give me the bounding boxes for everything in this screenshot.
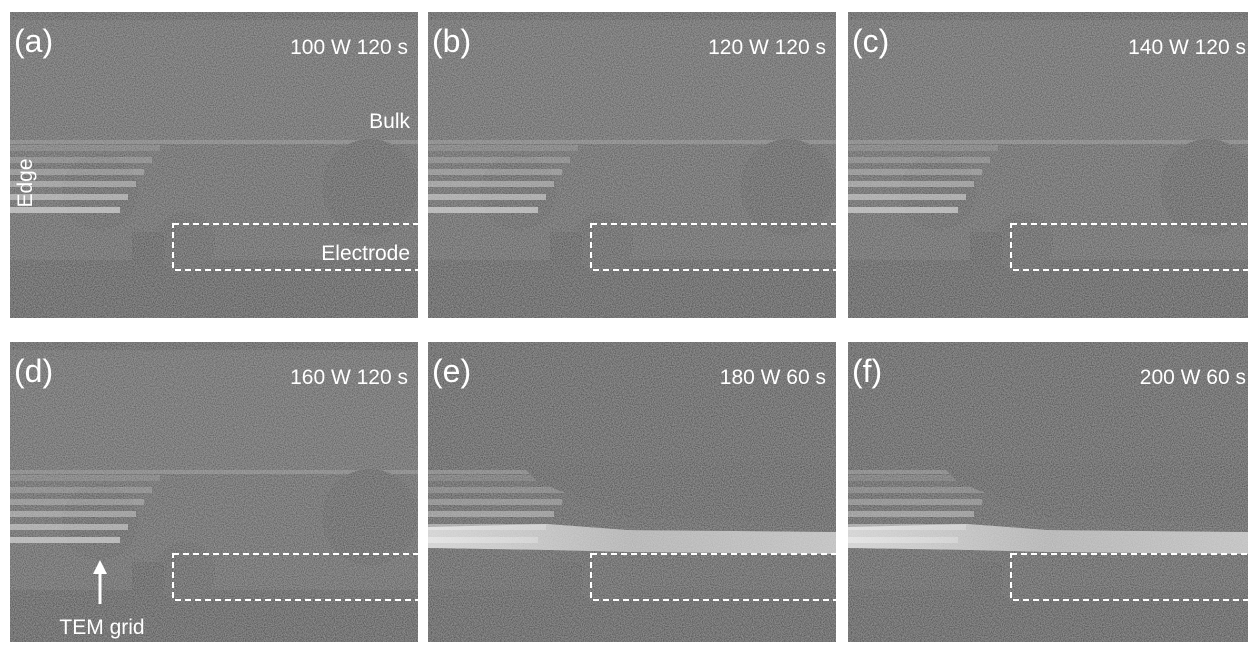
fringe bbox=[10, 537, 120, 543]
top-strip bbox=[848, 12, 1248, 20]
fringe bbox=[10, 475, 160, 481]
panel: (a) 100 W 120 s bbox=[10, 12, 419, 318]
panel-label: (c) bbox=[852, 23, 889, 59]
fringe bbox=[428, 157, 570, 163]
dark-square bbox=[550, 562, 582, 592]
fringe bbox=[10, 499, 144, 505]
fringe bbox=[848, 145, 998, 151]
panel: (c) 140 W 120 s bbox=[848, 12, 1248, 318]
upper-region bbox=[848, 12, 1248, 140]
dark-square bbox=[132, 562, 164, 592]
lower-band bbox=[848, 590, 1248, 642]
bulk-label: Bulk bbox=[369, 110, 410, 133]
upper-region bbox=[10, 342, 418, 470]
dark-square bbox=[550, 232, 582, 262]
figure: (a) 100 W 120 s (b) 120 W 120 s (c) 140 W 120… bbox=[0, 0, 1248, 642]
fringe bbox=[10, 511, 136, 517]
electrode-label: Electrode bbox=[321, 242, 410, 265]
dark-disc bbox=[740, 139, 836, 235]
fringe bbox=[10, 487, 152, 493]
lower-band bbox=[10, 260, 418, 318]
fringe bbox=[10, 524, 128, 530]
dark-disc bbox=[62, 484, 138, 560]
panel-label: (b) bbox=[432, 23, 471, 59]
panel-condition: 120 W 120 s bbox=[708, 36, 826, 59]
panel-condition: 140 W 120 s bbox=[1128, 36, 1246, 59]
fringe bbox=[848, 181, 974, 187]
dark-square bbox=[132, 232, 164, 262]
fringe bbox=[848, 511, 974, 517]
fringe bbox=[848, 499, 982, 505]
top-strip bbox=[10, 12, 418, 20]
upper-region bbox=[10, 12, 418, 140]
upper-region bbox=[428, 12, 836, 140]
panel: (f) 200 W 60 s bbox=[848, 342, 1248, 642]
fringe bbox=[428, 169, 562, 175]
panel: (e) 180 W 60 s bbox=[428, 342, 837, 642]
page: (a) 100 W 120 s (b) 120 W 120 s (c) 140 W 120… bbox=[0, 0, 1248, 642]
fringe bbox=[428, 181, 554, 187]
lower-band bbox=[848, 260, 1248, 318]
panel-label: (e) bbox=[432, 353, 471, 389]
panel-label: (f) bbox=[852, 353, 882, 389]
edge-label: Edge bbox=[14, 158, 37, 207]
panel: (d) 160 W 120 s bbox=[10, 342, 419, 642]
fringe bbox=[848, 169, 982, 175]
dark-disc bbox=[900, 154, 976, 230]
dark-disc bbox=[322, 469, 418, 565]
dark-square bbox=[970, 562, 1002, 592]
fringe bbox=[848, 194, 966, 200]
tem-grid-label: TEM grid bbox=[59, 616, 144, 639]
dark-disc bbox=[480, 154, 556, 230]
fringe bbox=[848, 207, 958, 213]
top-strip bbox=[10, 342, 418, 350]
panel-label: (a) bbox=[14, 23, 53, 59]
fringe bbox=[848, 487, 990, 493]
fringe bbox=[848, 157, 990, 163]
panel-condition: 200 W 60 s bbox=[1140, 366, 1246, 389]
fringe bbox=[428, 207, 538, 213]
fringe bbox=[428, 145, 578, 151]
top-strip bbox=[428, 342, 836, 350]
lower-band bbox=[428, 260, 836, 318]
dark-square bbox=[970, 232, 1002, 262]
top-strip bbox=[428, 12, 836, 20]
dark-disc bbox=[62, 154, 138, 230]
dark-disc bbox=[322, 139, 418, 235]
lower-band bbox=[428, 590, 836, 642]
fringe bbox=[428, 511, 554, 517]
panel-condition: 180 W 60 s bbox=[720, 366, 826, 389]
fringe bbox=[428, 499, 562, 505]
panel-condition: 100 W 120 s bbox=[290, 36, 408, 59]
panel: (b) 120 W 120 s bbox=[428, 12, 837, 318]
panel-condition: 160 W 120 s bbox=[290, 366, 408, 389]
fringe bbox=[428, 194, 546, 200]
upper-region bbox=[428, 342, 836, 470]
panel-label: (d) bbox=[14, 353, 53, 389]
fringe bbox=[428, 487, 570, 493]
fringe bbox=[10, 145, 160, 151]
